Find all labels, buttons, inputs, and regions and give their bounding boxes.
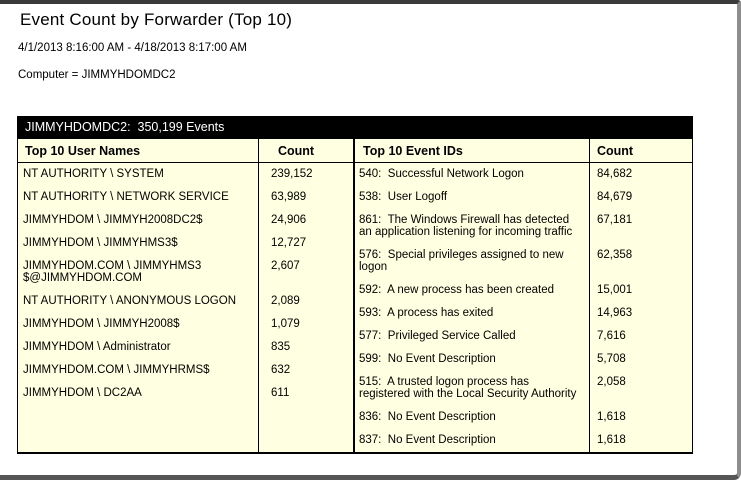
row-count: 239,152: [271, 168, 313, 180]
report-filter: Computer = JIMMYHDOMDC2: [18, 69, 176, 81]
row-count: 7,616: [597, 330, 626, 342]
forwarder-report-table: JIMMYHDOMDC2: 350,199 Events Top 10 User…: [17, 116, 693, 454]
table-row: 540: Successful Network Logon 84,682: [355, 163, 692, 186]
user-names-table-body: NT AUTHORITY \ SYSTEM 239,152 NT AUTHORITY…: [18, 163, 353, 452]
row-label: JIMMYHDOM \ DC2AA: [23, 387, 142, 399]
row-label: 538: User Logoff: [359, 191, 448, 203]
table-row: 515: A trusted logon process has registe…: [355, 371, 692, 406]
row-label: 837: No Event Description: [359, 434, 496, 446]
row-label: 576: Special privileges assigned to new …: [359, 249, 567, 273]
table-row: JIMMYHDOM \ DC2AA 611: [18, 382, 353, 405]
row-label: 515: A trusted logon process has registe…: [359, 376, 577, 400]
row-count: 2,607: [271, 260, 300, 272]
row-count: 24,906: [271, 214, 307, 226]
row-label: JIMMYHDOM \ JIMMYH2008$: [23, 318, 180, 330]
table-row: NT AUTHORITY \ ANONYMOUS LOGON 2,089: [18, 290, 353, 313]
table-row: 599: No Event Description 5,708: [355, 348, 692, 371]
row-count: 14,963: [597, 307, 633, 319]
table-row: 577: Privileged Service Called 7,616: [355, 325, 692, 348]
row-label: NT AUTHORITY \ ANONYMOUS LOGON: [23, 295, 236, 307]
row-label: JIMMYHDOM \ Administrator: [23, 341, 171, 353]
row-count: 1,618: [597, 434, 626, 446]
row-count: 15,001: [597, 284, 633, 296]
table-row: 861: The Windows Firewall has detected a…: [355, 209, 692, 244]
forwarder-banner: JIMMYHDOMDC2: 350,199 Events: [17, 116, 693, 139]
table-row: 836: No Event Description 1,618: [355, 406, 692, 429]
table-row: JIMMYHDOM \ JIMMYH2008DC2$ 24,906: [18, 209, 353, 232]
event-ids-count-header: Count: [597, 144, 634, 158]
row-label: JIMMYHDOM.COM \ JIMMYHRMS$: [23, 364, 210, 376]
event-ids-header-row: Top 10 Event IDs Count: [355, 139, 692, 163]
table-row: JIMMYHDOM.COM \ JIMMYHMS3 $@JIMMYHDOM.CO…: [18, 255, 353, 290]
page-title: Event Count by Forwarder (Top 10): [20, 10, 293, 29]
row-label: 861: The Windows Firewall has detected a…: [359, 214, 573, 238]
row-label: 599: No Event Description: [359, 353, 496, 365]
table-row: JIMMYHDOM \ JIMMYHMS3$ 12,727: [18, 232, 353, 255]
row-label: 592: A new process has been created: [359, 284, 554, 296]
row-count: 84,682: [597, 168, 633, 180]
table-row: JIMMYHDOM.COM \ JIMMYHRMS$ 632: [18, 359, 353, 382]
user-names-count-header: Count: [278, 144, 315, 158]
row-label: NT AUTHORITY \ NETWORK SERVICE: [23, 191, 229, 203]
tables-container: Top 10 User Names Count NT AUTHORITY \ S…: [17, 139, 693, 454]
row-count: 835: [271, 341, 291, 353]
table-row: 538: User Logoff 84,679: [355, 186, 692, 209]
row-label: 593: A process has exited: [359, 307, 494, 319]
report-date-range: 4/1/2013 8:16:00 AM - 4/18/2013 8:17:00 …: [18, 42, 247, 54]
row-count: 62,358: [597, 249, 633, 261]
table-row: 593: A process has exited 14,963: [355, 302, 692, 325]
table-row: NT AUTHORITY \ NETWORK SERVICE 63,989: [18, 186, 353, 209]
user-names-table: Top 10 User Names Count NT AUTHORITY \ S…: [18, 139, 353, 452]
table-row: NT AUTHORITY \ SYSTEM 239,152: [18, 163, 353, 186]
row-count: 12,727: [271, 237, 307, 249]
user-names-header: Top 10 User Names: [25, 144, 141, 158]
row-label: NT AUTHORITY \ SYSTEM: [23, 168, 164, 180]
row-label: JIMMYHDOM \ JIMMYHMS3$: [23, 237, 178, 249]
row-count: 1,618: [597, 411, 626, 423]
event-ids-table-body: 540: Successful Network Logon 84,682 538: …: [355, 163, 692, 452]
row-count: 84,679: [597, 191, 633, 203]
row-label: JIMMYHDOM \ JIMMYH2008DC2$: [23, 214, 203, 226]
row-count: 67,181: [597, 214, 633, 226]
user-names-header-row: Top 10 User Names Count: [18, 139, 353, 163]
row-label: JIMMYHDOM.COM \ JIMMYHMS3 $@JIMMYHDOM.CO…: [23, 260, 202, 284]
row-count: 5,708: [597, 353, 626, 365]
row-count: 1,079: [271, 318, 300, 330]
row-count: 632: [271, 364, 291, 376]
table-row: JIMMYHDOM \ Administrator 835: [18, 336, 353, 359]
row-count: 2,089: [271, 295, 300, 307]
table-row: 837: No Event Description 1,618: [355, 429, 692, 452]
event-ids-header: Top 10 Event IDs: [363, 144, 463, 158]
row-label: 836: No Event Description: [359, 411, 496, 423]
table-row: 592: A new process has been created 15,00…: [355, 279, 692, 302]
row-count: 63,989: [271, 191, 307, 203]
table-row: JIMMYHDOM \ JIMMYH2008$ 1,079: [18, 313, 353, 336]
row-count: 611: [271, 387, 290, 399]
event-ids-table: Top 10 Event IDs Count 540: Successful N…: [353, 139, 692, 452]
table-row: 576: Special privileges assigned to new …: [355, 244, 692, 279]
row-label: 577: Privileged Service Called: [359, 330, 516, 342]
row-count: 2,058: [597, 376, 626, 388]
row-label: 540: Successful Network Logon: [359, 168, 524, 180]
